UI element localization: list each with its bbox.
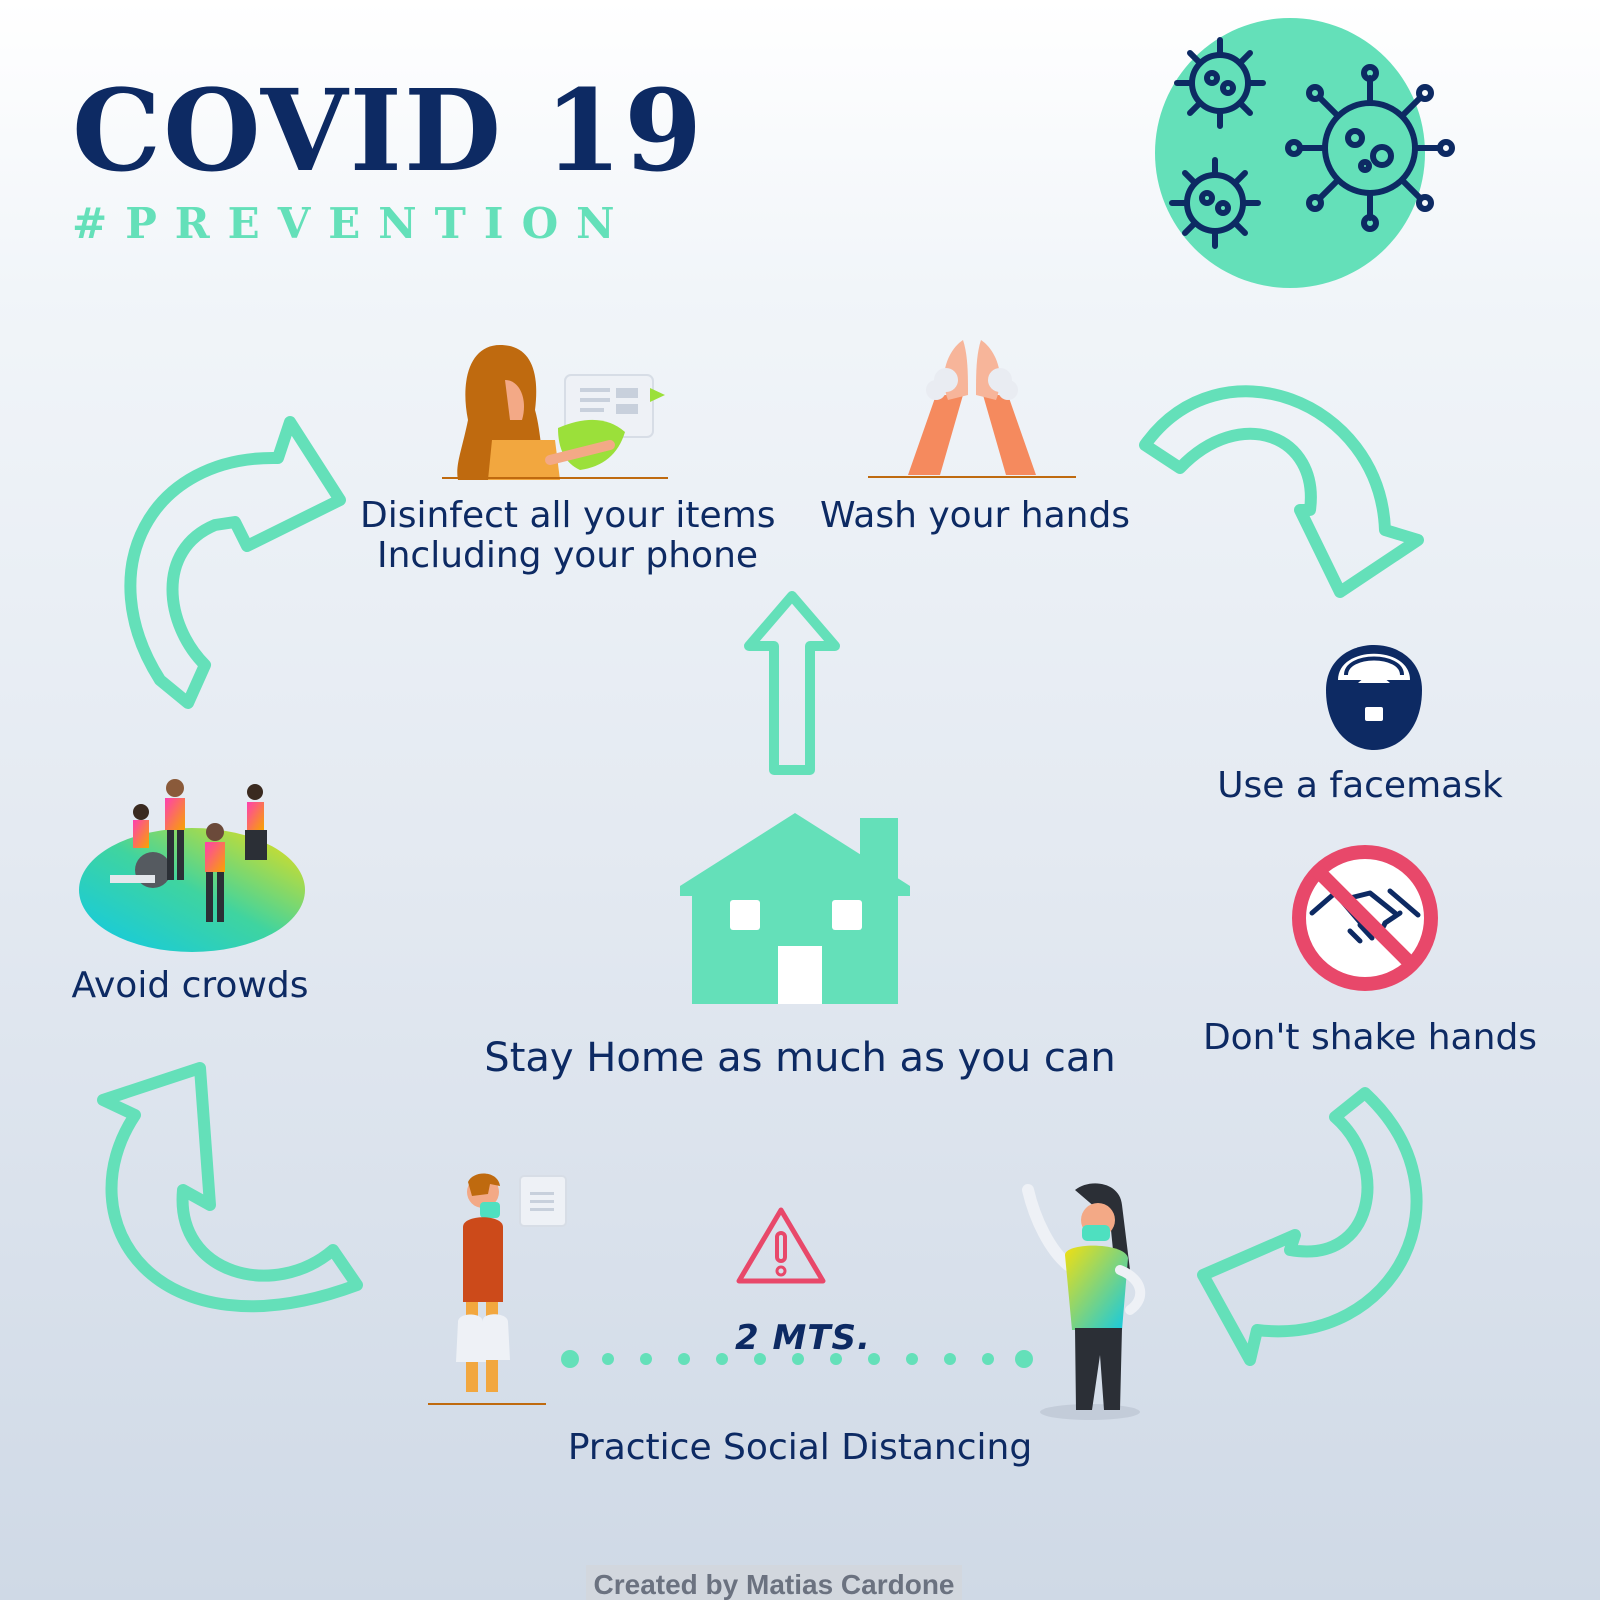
distance-label: 2 MTS. bbox=[735, 1318, 871, 1358]
arrow-down-left-icon bbox=[1197, 1087, 1423, 1366]
crowd-illustration bbox=[79, 779, 305, 952]
tip-avoid-crowds: Avoid crowds bbox=[71, 965, 309, 1006]
tip-social-distancing: Practice Social Distancing bbox=[567, 1427, 1033, 1468]
woman-waving-illustration bbox=[1022, 1183, 1146, 1420]
tip-stay-home: Stay Home as much as you can bbox=[484, 1035, 1116, 1081]
arrow-up-right-icon bbox=[124, 416, 346, 709]
man-with-shopping-bags-illustration bbox=[428, 1173, 567, 1405]
tip-wash-hands: Wash your hands bbox=[820, 495, 1131, 536]
page-title: COVID 19 bbox=[72, 66, 704, 197]
house-icon bbox=[680, 813, 910, 1004]
arrow-down-right-icon bbox=[1139, 385, 1424, 598]
tip-facemask: Use a facemask bbox=[1217, 765, 1503, 806]
page-subtitle: #PREVENTION bbox=[72, 199, 633, 248]
tip-disinfect-line2: Including your phone bbox=[376, 535, 759, 576]
no-handshake-icon bbox=[1292, 845, 1438, 991]
arrow-up-left-icon bbox=[97, 1062, 363, 1312]
washing-hands-illustration bbox=[868, 340, 1076, 478]
woman-disinfecting-phone-illustration bbox=[442, 345, 668, 480]
facemask-icon bbox=[1326, 645, 1422, 750]
warning-icon bbox=[736, 1207, 826, 1284]
arrow-up-icon bbox=[744, 591, 840, 775]
credit-text: Created by Matias Cardone bbox=[586, 1565, 962, 1600]
distance-dotted-line bbox=[561, 1350, 1033, 1368]
tip-disinfect-line1: Disinfect all your items bbox=[360, 495, 776, 536]
virus-icon bbox=[1155, 18, 1455, 288]
tip-no-handshake: Don't shake hands bbox=[1202, 1017, 1538, 1058]
